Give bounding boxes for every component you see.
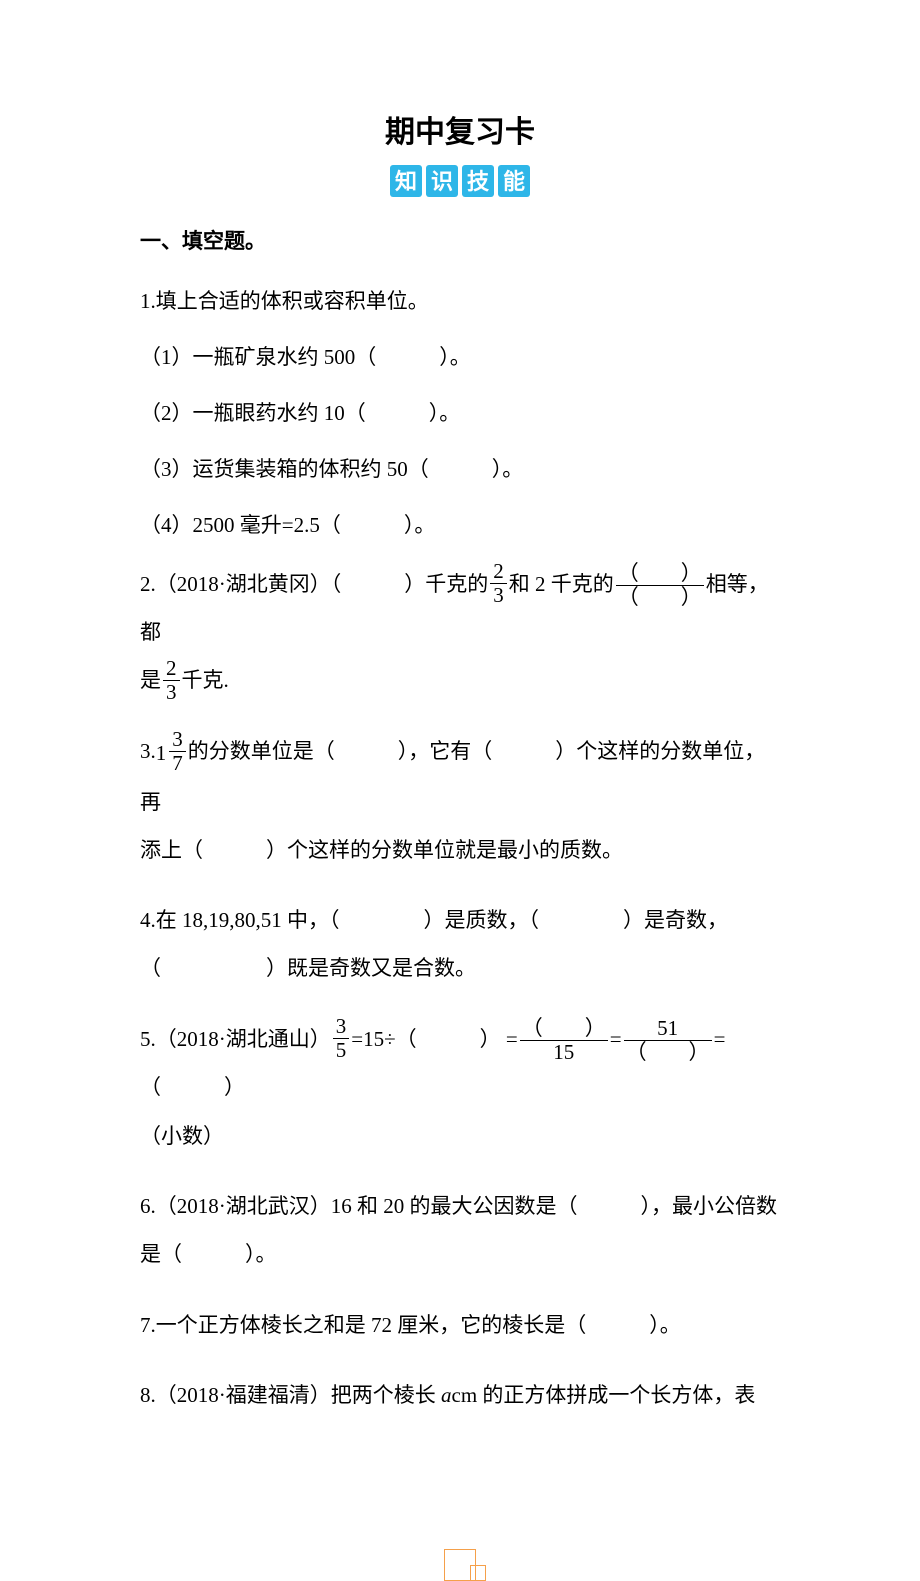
q8-text: 8.（2018·福建福清）把两个棱长 bbox=[140, 1383, 441, 1407]
fraction-3-5: 35 bbox=[333, 1016, 350, 1061]
q1-sub-1: （1）一瓶矿泉水约 500（ ）。 bbox=[140, 336, 780, 378]
q1-stem: 1.填上合适的体积或容积单位。 bbox=[140, 280, 780, 322]
q3-text: 3. bbox=[140, 739, 156, 763]
page-content: 期中复习卡 知 识 技 能 一、填空题。 1.填上合适的体积或容积单位。 （1）… bbox=[0, 0, 920, 1481]
mixed-number-1-3-7: 137 bbox=[156, 729, 188, 777]
q2-text: 是 bbox=[140, 668, 161, 692]
q3-text: 添上（ ）个这样的分数单位就是最小的质数。 bbox=[140, 838, 623, 862]
blank-fraction: 51（ ） bbox=[624, 1018, 712, 1063]
q8-text: cm 的正方体拼成一个长方体，表 bbox=[452, 1383, 756, 1407]
q1-sub-4: （4）2500 毫升=2.5（ ）。 bbox=[140, 504, 780, 546]
section-1-heading: 一、填空题。 bbox=[140, 226, 780, 258]
q1-sub-2: （2）一瓶眼药水约 10（ ）。 bbox=[140, 392, 780, 434]
q5-text: （小数） bbox=[140, 1124, 224, 1148]
q3: 3.137的分数单位是（ ），它有（ ）个这样的分数单位，再 添上（ ）个这样的… bbox=[140, 727, 780, 874]
q2-text: 2.（2018·湖北黄冈）（ ）千克的 bbox=[140, 572, 488, 596]
footer-decoration bbox=[0, 1531, 920, 1581]
badge-cell: 识 bbox=[426, 165, 458, 197]
q8: 8.（2018·福建福清）把两个棱长 acm 的正方体拼成一个长方体，表 bbox=[140, 1371, 780, 1419]
page-title: 期中复习卡 bbox=[140, 110, 780, 155]
q2-text: 千克. bbox=[182, 668, 229, 692]
q3-text: 的分数单位是（ ），它有（ ）个这样的分数单位，再 bbox=[140, 739, 765, 813]
q2: 2.（2018·湖北黄冈）（ ）千克的23和 2 千克的（ ）（ ）相等，都 是… bbox=[140, 560, 780, 706]
fraction-2-3: 23 bbox=[490, 561, 507, 606]
blank-fraction: （ ）15 bbox=[520, 1018, 608, 1063]
blank-fraction: （ ）（ ） bbox=[616, 563, 704, 608]
q5-text: =15÷（ ） = bbox=[351, 1027, 517, 1051]
badge-cell: 能 bbox=[498, 165, 530, 197]
variable-a: a bbox=[441, 1383, 452, 1407]
badge-row: 知 识 技 能 bbox=[140, 165, 780, 198]
badge-cell: 知 bbox=[390, 165, 422, 197]
q5: 5.（2018·湖北通山）35=15÷（ ） =（ ）15=51（ ）=（ ） … bbox=[140, 1015, 780, 1160]
badge-cell: 技 bbox=[462, 165, 494, 197]
section-badge: 知 识 技 能 bbox=[390, 165, 530, 197]
q2-text: 和 2 千克的 bbox=[509, 572, 614, 596]
fraction-2-3: 23 bbox=[163, 658, 180, 703]
q1-sub-3: （3）运货集装箱的体积约 50（ ）。 bbox=[140, 448, 780, 490]
square-icon bbox=[470, 1565, 486, 1581]
q6: 6.（2018·湖北武汉）16 和 20 的最大公因数是（ ），最小公倍数是（ … bbox=[140, 1182, 780, 1279]
q5-text: = bbox=[610, 1027, 622, 1051]
q4: 4.在 18,19,80,51 中，（ ）是质数，（ ）是奇数，（ ）既是奇数又… bbox=[140, 896, 780, 993]
q5-text: 5.（2018·湖北通山） bbox=[140, 1027, 331, 1051]
q7: 7.一个正方体棱长之和是 72 厘米，它的棱长是（ ）。 bbox=[140, 1301, 780, 1349]
